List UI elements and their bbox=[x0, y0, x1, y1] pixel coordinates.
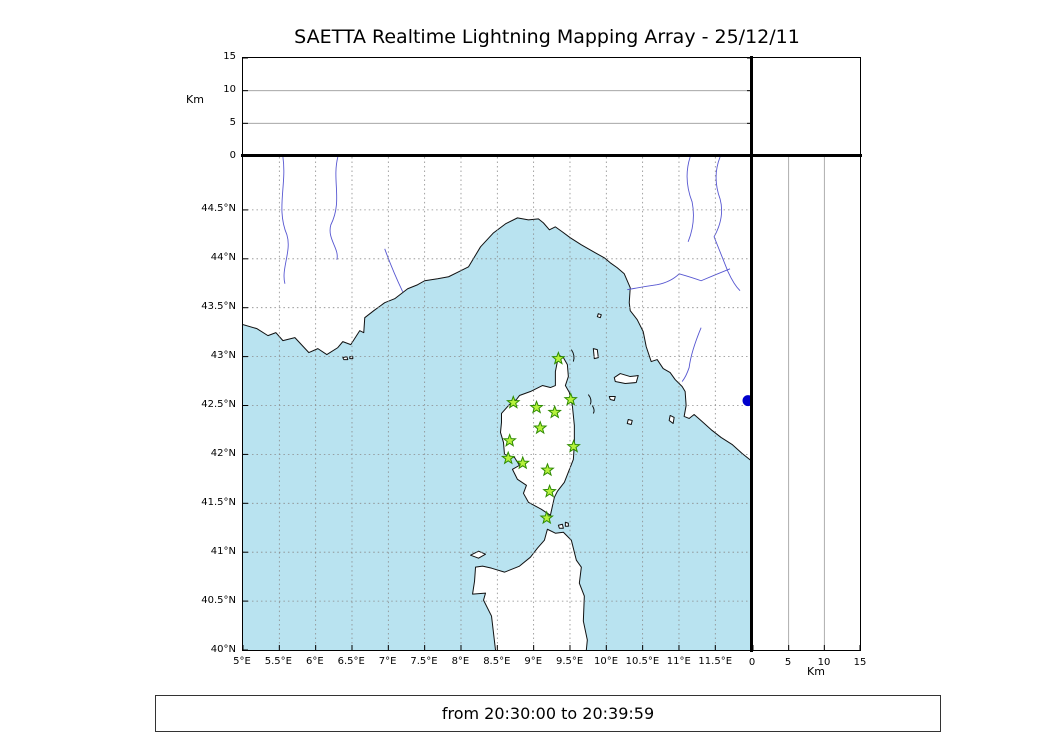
thick-divider-vertical bbox=[750, 56, 753, 652]
river bbox=[681, 327, 702, 382]
sardinia-coastline bbox=[472, 528, 588, 650]
lon-tick-label: 8.5°E bbox=[483, 656, 511, 667]
thick-divider-horizontal bbox=[241, 154, 862, 157]
station-marker bbox=[539, 510, 554, 525]
altitude-tick-label: 5 bbox=[229, 117, 236, 128]
altitude-histogram-panel bbox=[752, 57, 861, 157]
lat-tick-label: 42°N bbox=[210, 448, 236, 459]
lat-tick-label: 44°N bbox=[210, 252, 236, 263]
station-marker bbox=[533, 420, 548, 435]
map-axis-ticks bbox=[243, 209, 716, 650]
asinara-island bbox=[470, 550, 487, 559]
station-marker bbox=[505, 395, 521, 409]
mainland-coastline bbox=[243, 217, 752, 462]
lon-tick-label: 6.5°E bbox=[337, 656, 365, 667]
lat-tick-label: 42.5°N bbox=[201, 399, 236, 410]
lon-tick-label: 11.5°E bbox=[698, 656, 733, 667]
lon-tick-label: 5°E bbox=[233, 656, 251, 667]
altitude-tick-label: 15 bbox=[223, 51, 236, 62]
lat-tick-label: 40°N bbox=[210, 644, 236, 655]
altitude-axis-label-top: Km bbox=[186, 93, 204, 106]
station-marker bbox=[563, 392, 578, 406]
time-range-text: from 20:30:00 to 20:39:59 bbox=[441, 704, 655, 723]
cap-corse-islet-mark bbox=[570, 349, 575, 362]
station-marker bbox=[551, 350, 566, 365]
station-marker bbox=[502, 433, 517, 447]
altitude-tick-label: 15 bbox=[853, 657, 867, 668]
station-marker bbox=[529, 399, 544, 414]
lat-tick-label: 41.5°N bbox=[201, 497, 236, 508]
station-marker bbox=[500, 450, 516, 465]
montecristo-island bbox=[626, 418, 633, 425]
gorgona-island bbox=[596, 313, 602, 319]
small-islands bbox=[342, 313, 675, 559]
lon-tick-label: 9.5°E bbox=[555, 656, 584, 667]
lat-tick-label: 40.5°N bbox=[201, 595, 236, 606]
river bbox=[627, 268, 731, 291]
lon-tick-label: 5.5°E bbox=[264, 656, 292, 667]
capraia-island bbox=[592, 348, 599, 360]
altitude-latitude-plot bbox=[753, 157, 860, 650]
giglio-island bbox=[668, 414, 675, 424]
figure-title: SAETTA Realtime Lightning Mapping Array … bbox=[294, 26, 800, 48]
altitude-tick-label: 0 bbox=[748, 657, 756, 668]
station-marker bbox=[540, 462, 555, 477]
lon-tick-label: 9°E bbox=[524, 656, 543, 667]
hyeres-islet bbox=[342, 356, 349, 361]
river bbox=[281, 157, 289, 284]
altitude-tick-label: 0 bbox=[229, 150, 236, 161]
maddalena-islet bbox=[557, 523, 564, 529]
map-gridlines bbox=[243, 157, 752, 650]
lat-tick-label: 43.5°N bbox=[201, 301, 236, 312]
lon-tick-label: 7°E bbox=[378, 656, 397, 667]
station-markers bbox=[500, 350, 752, 525]
altitude-longitude-panel bbox=[242, 57, 753, 157]
lat-tick-label: 41°N bbox=[210, 546, 236, 557]
elba-island bbox=[613, 373, 639, 385]
map-panel bbox=[242, 156, 753, 651]
lat-tick-label: 43°N bbox=[210, 350, 236, 361]
river bbox=[713, 157, 741, 292]
altitude-longitude-plot bbox=[243, 58, 752, 156]
time-range-box: from 20:30:00 to 20:39:59 bbox=[155, 695, 941, 732]
offshore-islet-mark bbox=[591, 405, 595, 414]
maddalena-islet bbox=[564, 521, 569, 527]
station-marker bbox=[547, 404, 562, 419]
lon-tick-label: 10.5°E bbox=[625, 656, 660, 667]
altitude-tick-label: 10 bbox=[223, 84, 236, 95]
station-marker bbox=[542, 483, 557, 498]
lat-tick-label: 44.5°N bbox=[201, 203, 236, 215]
lon-tick-label: 6°E bbox=[305, 656, 324, 667]
lon-tick-label: 11°E bbox=[666, 656, 691, 667]
station-marker bbox=[515, 455, 530, 470]
mainland-landmass bbox=[243, 157, 752, 462]
corsica-island bbox=[499, 355, 575, 516]
river bbox=[686, 157, 694, 242]
lon-tick-label: 10°E bbox=[593, 656, 619, 667]
station-marker bbox=[566, 439, 581, 453]
altitude-latitude-panel bbox=[752, 156, 861, 651]
altitude-axis-label-bottom: Km bbox=[807, 665, 825, 678]
river bbox=[384, 248, 404, 292]
sardinia-landmass bbox=[472, 529, 588, 650]
lon-tick-label: 8°E bbox=[451, 656, 470, 667]
map-plot bbox=[243, 157, 752, 650]
data-point-marker bbox=[742, 395, 752, 407]
altitude-tick-label: 5 bbox=[784, 657, 792, 668]
river bbox=[329, 157, 339, 260]
lon-tick-label: 7.5°E bbox=[410, 656, 438, 667]
pianosa-island bbox=[608, 396, 616, 402]
offshore-islet-mark bbox=[587, 394, 592, 405]
